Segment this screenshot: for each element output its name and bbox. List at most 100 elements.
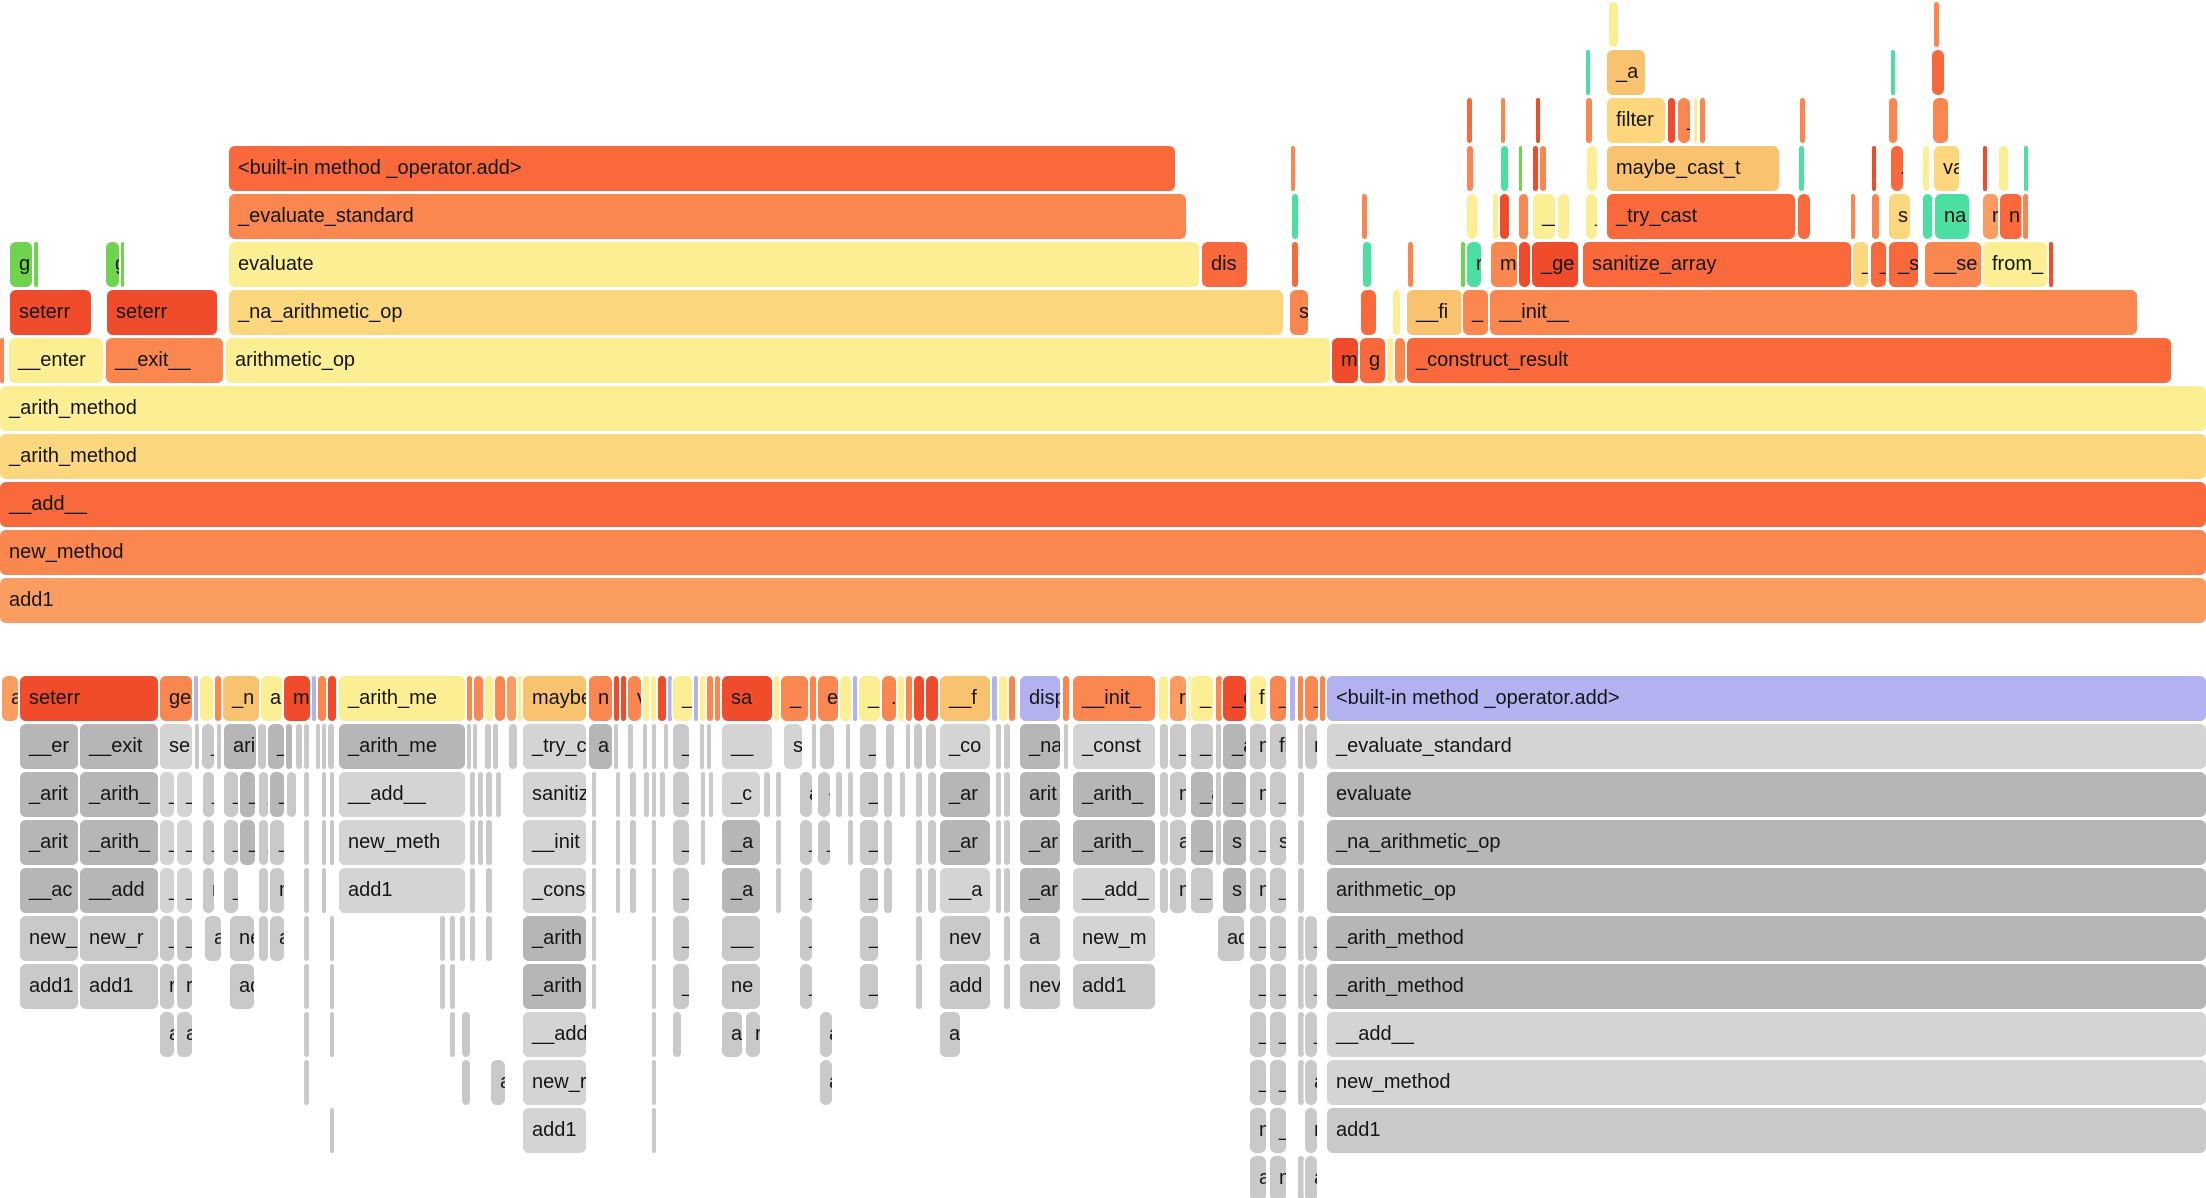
flame-bar-a[interactable]: a [1250, 1156, 1266, 1198]
flame-bar[interactable] [440, 916, 445, 961]
flame-bar[interactable] [1540, 146, 1546, 191]
flame-bar[interactable] [1188, 676, 1191, 721]
flame-bar[interactable] [996, 772, 1001, 817]
flame-bar-s[interactable]: s [784, 724, 802, 769]
flame-bar[interactable] [836, 772, 842, 817]
flame-bar-ad[interactable]: ad [1218, 916, 1244, 961]
flame-bar[interactable] [652, 964, 656, 1009]
flame-bar-_arith_method[interactable]: _arith_method [1327, 916, 2206, 961]
flame-bar[interactable] [1932, 50, 1944, 95]
flame-bar-_[interactable]: _ [1223, 772, 1246, 817]
flame-bar[interactable] [652, 916, 656, 961]
flame-bar[interactable] [304, 820, 309, 865]
flame-bar[interactable] [450, 1012, 455, 1057]
flame-bar-__[interactable]: __ [224, 868, 238, 913]
flame-bar[interactable] [1291, 146, 1295, 191]
flame-bar[interactable] [1519, 194, 1528, 239]
flame-bar-a[interactable]: a [177, 1012, 192, 1057]
flame-bar[interactable] [495, 676, 505, 721]
flame-bar-_a[interactable]: _a [268, 724, 284, 769]
flame-bar-new_r[interactable]: new_r [523, 1060, 586, 1105]
flame-bar-__add_[interactable]: __add_ [1073, 868, 1155, 913]
flame-bar-_[interactable]: _ [1270, 916, 1286, 961]
flame-bar--[interactable]: . [1298, 964, 1304, 1009]
flame-bar-s[interactable]: s [1223, 820, 1246, 865]
flame-bar[interactable] [200, 676, 213, 721]
flame-bar-_[interactable]: _ [1250, 1012, 1266, 1057]
flame-bar[interactable] [658, 676, 666, 721]
flame-bar-_[interactable]: _ [1270, 772, 1286, 817]
flame-bar[interactable] [614, 676, 619, 721]
flame-bar-__[interactable]: __ [722, 724, 772, 769]
flame-bar[interactable] [1519, 146, 1522, 191]
flame-bar--built-in-method-_operator-add-[interactable]: <built-in method _operator.add> [1327, 676, 2206, 721]
flame-bar-_[interactable]: _ [673, 964, 689, 1009]
flame-bar--[interactable]: . [1160, 772, 1168, 817]
flame-bar-_[interactable]: _ [860, 916, 878, 961]
flame-bar-_ge[interactable]: _ge [1532, 242, 1578, 287]
flame-bar-_[interactable]: _ [884, 820, 892, 865]
flame-bar[interactable] [217, 724, 221, 769]
flame-bar[interactable] [1009, 676, 1015, 721]
flame-bar-_[interactable]: _ [177, 916, 192, 961]
flame-bar[interactable] [900, 772, 905, 817]
flame-bar-va[interactable]: va [1934, 146, 1959, 191]
flame-bar-a[interactable]: a [462, 1060, 470, 1105]
flame-bar[interactable] [1889, 98, 1897, 143]
flame-bar-n[interactable]: n [2000, 194, 2022, 239]
flame-bar-_[interactable]: _ [258, 724, 266, 769]
flame-bar[interactable] [1320, 676, 1325, 721]
flame-bar[interactable] [840, 676, 851, 721]
flame-bar[interactable] [470, 868, 475, 913]
flame-bar-_[interactable]: _ [224, 772, 238, 817]
flame-bar-_[interactable]: _ [800, 868, 812, 913]
flame-bar-r[interactable]: r [1305, 1108, 1317, 1153]
flame-bar[interactable] [1298, 676, 1303, 721]
flame-bar[interactable] [2049, 242, 2053, 287]
flame-bar-_a[interactable]: _a [1223, 724, 1246, 769]
flame-bar[interactable] [470, 916, 475, 961]
flame-bar[interactable] [1923, 146, 1929, 191]
flame-bar[interactable] [1536, 98, 1540, 143]
flame-bar-n[interactable]: n [1250, 724, 1266, 769]
flame-bar--[interactable]: . [1298, 772, 1304, 817]
flame-bar-a[interactable]: a [259, 916, 268, 961]
flame-bar-evaluate[interactable]: evaluate [1327, 772, 2206, 817]
flame-bar[interactable] [715, 676, 720, 721]
flame-bar-g[interactable]: g [106, 242, 119, 287]
flame-bar[interactable] [1159, 676, 1168, 721]
flame-bar[interactable] [486, 916, 492, 961]
flame-bar[interactable] [1999, 146, 2008, 191]
flame-bar-__add__[interactable]: __add__ [339, 772, 465, 817]
flame-bar-_[interactable]: _ [486, 772, 492, 817]
flame-bar-add1[interactable]: add1 [1073, 964, 1155, 1009]
flame-bar-maybe[interactable]: maybe [523, 676, 586, 721]
flame-bar-new_r[interactable]: new_r [80, 916, 158, 961]
flame-bar-__[interactable]: __ [1533, 194, 1555, 239]
flame-bar-_[interactable]: _ [160, 916, 174, 961]
flame-bar-_[interactable]: _ [1191, 868, 1213, 913]
flame-bar[interactable] [1461, 242, 1465, 287]
flame-bar[interactable] [810, 676, 816, 721]
flame-bar[interactable] [592, 916, 596, 961]
flame-bar-_c[interactable]: _c [722, 772, 760, 817]
flame-bar[interactable] [1609, 2, 1618, 47]
flame-bar[interactable] [916, 916, 922, 961]
flame-bar[interactable] [643, 724, 647, 769]
flame-bar[interactable] [460, 916, 465, 961]
flame-bar-_[interactable]: _ [1270, 1012, 1286, 1057]
flame-bar-_[interactable]: _ [860, 868, 878, 913]
flame-bar-_[interactable]: _ [673, 676, 692, 721]
flame-bar-_[interactable]: _ [1305, 964, 1317, 1009]
flame-bar-_na[interactable]: _na [1020, 724, 1060, 769]
flame-bar[interactable] [1467, 146, 1473, 191]
flame-bar[interactable] [884, 772, 892, 817]
flame-bar--[interactable]: . [1160, 820, 1168, 865]
flame-bar[interactable] [668, 676, 672, 721]
flame-bar-m[interactable]: m [1250, 772, 1266, 817]
flame-bar-arithmetic_op[interactable]: arithmetic_op [1327, 868, 2206, 913]
flame-bar-_[interactable]: _ [673, 820, 689, 865]
flame-bar-add1[interactable]: add1 [80, 964, 158, 1009]
flame-bar-_[interactable]: _ [1191, 724, 1213, 769]
flame-bar-_ar[interactable]: _ar [940, 772, 990, 817]
